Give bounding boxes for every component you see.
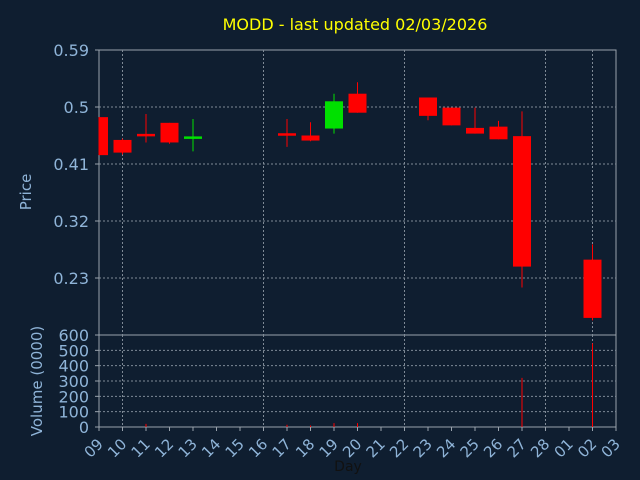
candle-body xyxy=(160,122,179,143)
candle-body xyxy=(325,101,343,129)
candle-body xyxy=(113,139,132,153)
price-tick-label: 0.59 xyxy=(53,41,89,60)
candle-10 xyxy=(113,138,132,155)
x-axis-label: Day xyxy=(334,459,362,475)
candle-25 xyxy=(466,107,484,134)
candle-body xyxy=(513,136,531,267)
candle-body xyxy=(348,93,367,113)
candle-body xyxy=(184,136,202,139)
candle-body xyxy=(137,133,155,137)
candle-19 xyxy=(325,93,343,134)
volume-tick-label: 100 xyxy=(58,403,89,422)
candle-body xyxy=(419,97,437,116)
candle-body xyxy=(466,127,484,134)
candle-body xyxy=(583,259,602,318)
candle-body xyxy=(99,117,108,156)
candle-body xyxy=(442,107,461,126)
price-axis: 0.59 0.5 0.41 0.32 0.23 xyxy=(53,41,99,288)
price-tick-label: 0.32 xyxy=(53,212,89,231)
candle-17 xyxy=(278,119,296,147)
candle-12 xyxy=(160,122,179,144)
volume-bars xyxy=(145,343,593,427)
candle-11 xyxy=(137,113,155,143)
price-tick-label: 0.5 xyxy=(64,98,89,117)
volume-tick-label: 600 xyxy=(58,326,89,345)
price-tick-label: 0.41 xyxy=(53,155,89,174)
volume-tick-label: 200 xyxy=(58,387,89,406)
candle-18 xyxy=(301,122,320,142)
chart-title: MODD - last updated 02/03/2026 xyxy=(223,15,488,34)
candles xyxy=(98,82,602,321)
price-tick-label: 0.23 xyxy=(53,269,89,288)
candle-02 xyxy=(583,244,602,321)
volume-tick-label: 0 xyxy=(79,418,89,437)
candle-27 xyxy=(513,111,531,288)
volume-tick-label: 400 xyxy=(58,357,89,376)
candle-09 xyxy=(98,117,108,156)
candle-body xyxy=(489,126,508,140)
candle-body xyxy=(301,135,320,141)
volume-tick-label: 500 xyxy=(58,341,89,360)
candle-26 xyxy=(489,120,508,140)
candle-body xyxy=(278,133,296,136)
candle-13 xyxy=(184,119,202,152)
price-axis-label: Price xyxy=(17,174,35,211)
volume-tick-label: 300 xyxy=(58,372,89,391)
candle-24 xyxy=(442,107,461,126)
candle-20 xyxy=(348,82,367,113)
volume-axis-label: Volume (0000) xyxy=(28,326,46,436)
candle-23 xyxy=(419,97,437,121)
